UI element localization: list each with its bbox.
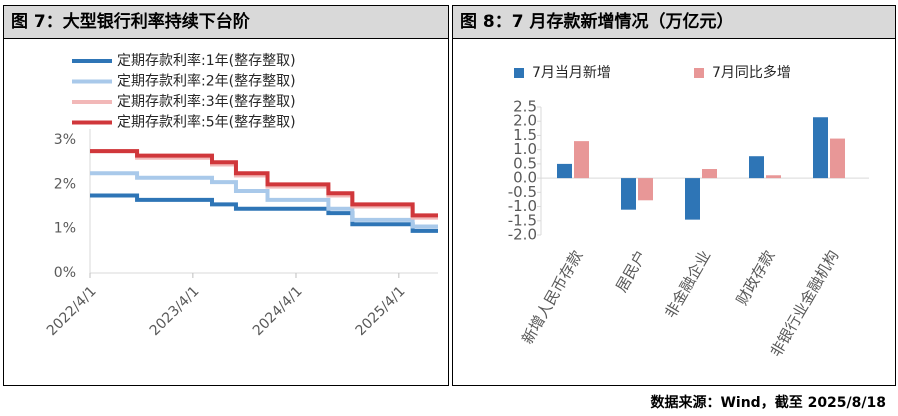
y-tick-label: 0% [54, 265, 76, 281]
x-tick-label: 2025/4/1 [353, 283, 409, 339]
legend-label: 定期存款利率:3年(整存整取) [117, 93, 296, 110]
legend-swatch [514, 68, 524, 78]
y-tick-label: -0.5 [508, 183, 537, 201]
legend-label: 定期存款利率:5年(整存整取) [117, 114, 296, 131]
y-tick-label: -1.5 [508, 211, 537, 229]
line-series [90, 149, 438, 218]
title-bar [453, 6, 895, 38]
line-series [90, 193, 438, 233]
bar [702, 169, 717, 179]
y-tick-label: 2.0 [513, 112, 537, 130]
chart-title: 图 8：7 月存款新增情况（万亿元） [460, 11, 734, 32]
bar [557, 163, 572, 179]
y-tick-label: 1.5 [513, 126, 537, 144]
panel-border [3, 5, 449, 386]
y-tick-label: 3% [54, 132, 76, 148]
panel-border [452, 5, 896, 386]
bar [749, 156, 764, 179]
bar [813, 117, 828, 179]
y-tick-label: 2% [54, 176, 76, 192]
y-tick-label: -2.0 [508, 226, 537, 244]
bar [685, 178, 700, 220]
x-tick-label: 2023/4/1 [147, 283, 203, 339]
x-tick-label: 新增人民币存款 [518, 247, 586, 347]
x-tick-label: 2022/4/1 [44, 283, 100, 339]
x-tick-label: 非金融企业 [661, 247, 714, 321]
bar [621, 178, 636, 210]
y-tick-label: 2.5 [513, 98, 537, 116]
x-tick-label: 非银行业金融机构 [767, 247, 843, 360]
title-bar [4, 6, 448, 38]
y-tick-label: 0.0 [513, 169, 537, 187]
legend-label: 定期存款利率:2年(整存整取) [117, 73, 296, 90]
bar [638, 178, 653, 201]
line-series [90, 171, 438, 229]
bar [766, 175, 781, 179]
legend-label: 7月当月新增 [532, 65, 611, 81]
legend-swatch [694, 68, 704, 78]
chart-title: 图 7：大型银行利率持续下台阶 [11, 11, 251, 32]
x-tick-label: 财政存款 [733, 247, 779, 308]
x-tick-label: 2024/4/1 [250, 283, 306, 339]
y-tick-label: 1.0 [513, 140, 537, 158]
x-tick-label: 居民户 [612, 247, 650, 295]
y-tick-label: 0.5 [513, 154, 537, 172]
y-tick-label: 1% [54, 221, 76, 237]
legend-label: 7月同比多增 [712, 64, 791, 81]
legend-label: 定期存款利率:1年(整存整取) [117, 52, 296, 69]
source-note: 数据来源：Wind，截至 2025/8/18 [650, 394, 886, 411]
bar [574, 141, 589, 179]
bar [830, 138, 845, 179]
y-tick-label: -1.0 [508, 197, 537, 215]
